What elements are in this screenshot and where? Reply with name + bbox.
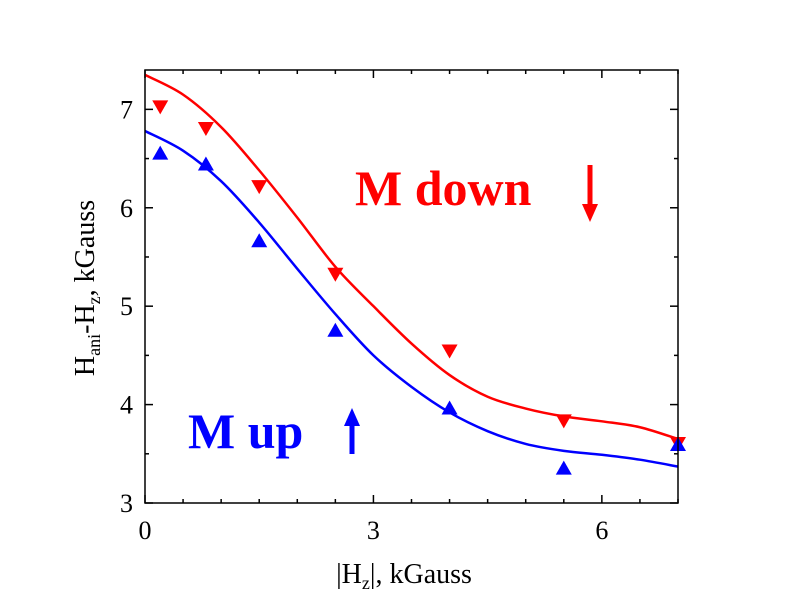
data-point-m-up bbox=[197, 156, 214, 171]
fit-curves bbox=[144, 73, 679, 468]
x-tick-label: 6 bbox=[595, 516, 608, 545]
data-point-m-up bbox=[555, 460, 572, 475]
y-tick-label: 4 bbox=[120, 391, 133, 420]
x-tick-label: 0 bbox=[139, 516, 152, 545]
arrow-down-icon bbox=[582, 165, 598, 222]
y-axis-label: Hani-Hz, kGauss bbox=[70, 200, 104, 376]
data-point-m-up bbox=[251, 233, 268, 248]
annotation-m-up: M up bbox=[188, 403, 303, 459]
y-tick-label: 7 bbox=[120, 95, 133, 124]
fit-curve-m-up bbox=[144, 129, 679, 468]
annotation-m-down: M down bbox=[355, 160, 532, 216]
y-tick-label: 5 bbox=[120, 292, 133, 321]
data-point-m-down bbox=[441, 344, 458, 359]
plot-frame bbox=[144, 69, 679, 504]
data-point-m-down bbox=[251, 180, 268, 195]
arrow-up-icon bbox=[344, 408, 360, 454]
data-point-m-up bbox=[441, 400, 458, 415]
x-tick-label: 3 bbox=[367, 516, 380, 545]
data-point-m-up bbox=[152, 145, 169, 160]
y-tick-label: 6 bbox=[120, 194, 133, 223]
data-point-m-down bbox=[197, 122, 214, 137]
data-point-m-up bbox=[327, 322, 344, 337]
data-point-m-down bbox=[152, 100, 169, 115]
data-point-m-down bbox=[327, 267, 344, 282]
fit-curve-m-down bbox=[144, 73, 679, 441]
y-tick-label: 3 bbox=[120, 489, 133, 518]
data-point-m-down bbox=[555, 414, 572, 429]
x-axis-label: |Hz|, kGauss bbox=[336, 559, 472, 593]
